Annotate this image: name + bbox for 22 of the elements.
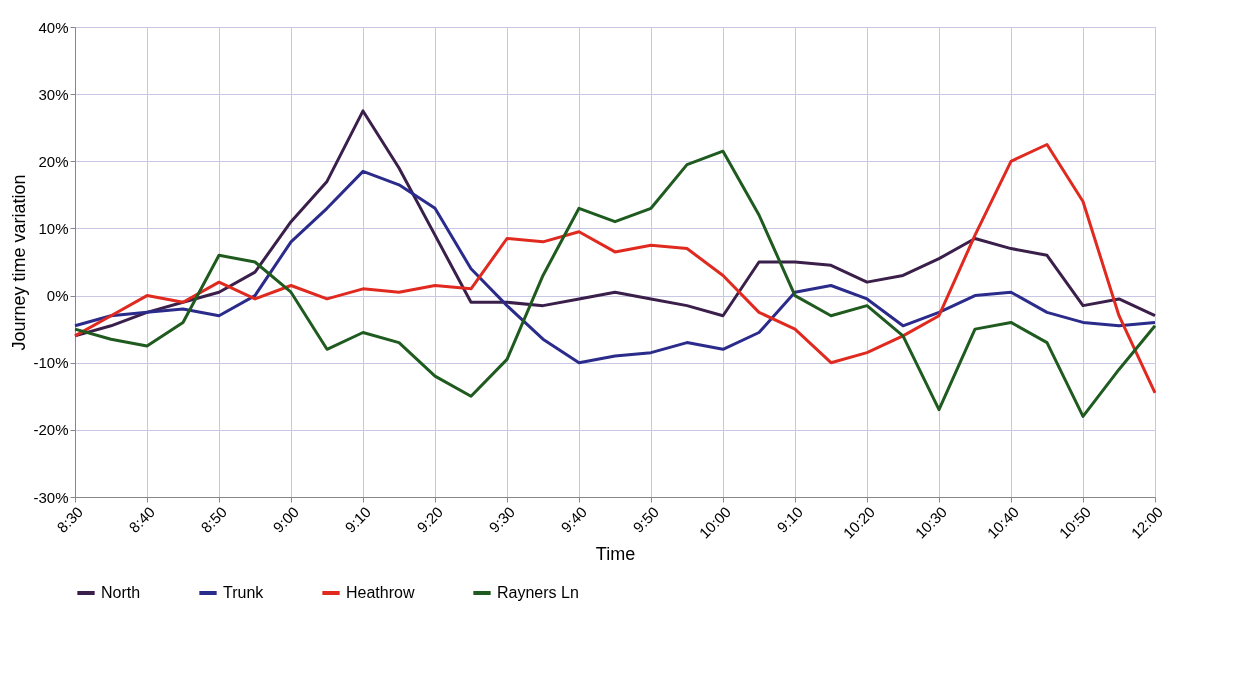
x-tick-label: 9:20	[413, 503, 447, 536]
x-axis-title: Time	[595, 543, 636, 564]
x-tick-label: 9:50	[629, 503, 663, 536]
y-axis-title: Journey time variation	[9, 174, 30, 351]
legend-label: Trunk	[223, 584, 265, 601]
line-series	[73, 169, 1157, 365]
x-tick-label: 9:10	[773, 503, 807, 536]
y-tick-label: 20%	[38, 152, 69, 170]
legend-label: Heathrow	[346, 584, 415, 601]
x-tick-label: 9:10	[341, 503, 375, 536]
x-tick-label: 9:00	[269, 503, 303, 536]
x-tick-label: 9:40	[557, 503, 591, 536]
legend-label: North	[101, 584, 141, 601]
y-tick-label: 0%	[46, 287, 69, 305]
y-tick-label: 40%	[38, 18, 69, 36]
y-tick-label: 10%	[38, 219, 69, 237]
y-tick-label: -30%	[33, 488, 69, 506]
y-tick-label: -20%	[33, 421, 69, 439]
legend-label: Rayners Ln	[497, 584, 579, 601]
y-tick-label: 30%	[38, 85, 69, 103]
x-tick-label: 9:30	[485, 503, 519, 536]
y-tick-label: -10%	[33, 354, 69, 372]
